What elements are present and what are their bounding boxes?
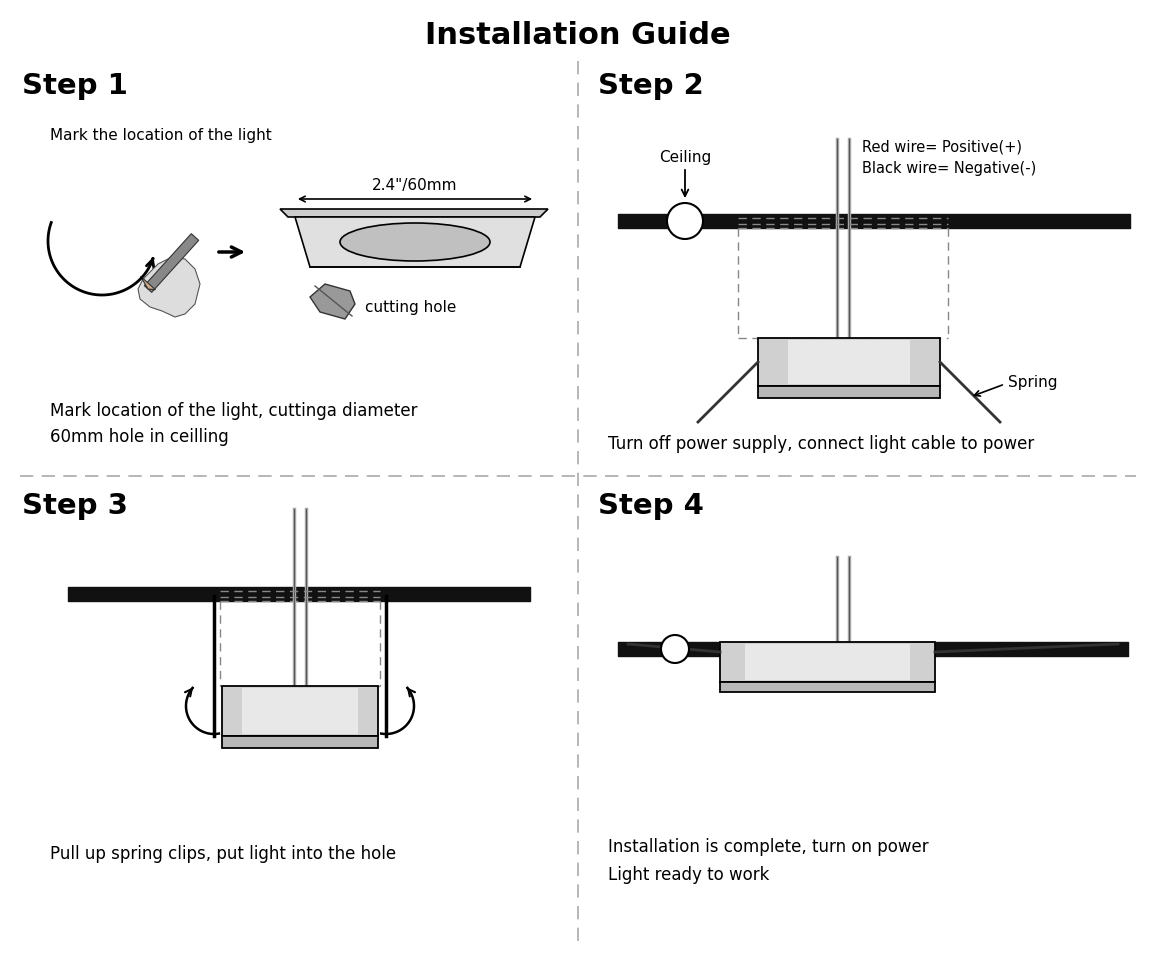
Polygon shape <box>138 257 200 317</box>
Polygon shape <box>310 285 355 319</box>
Text: 2.4"/60mm: 2.4"/60mm <box>372 178 458 193</box>
Polygon shape <box>222 737 378 748</box>
Polygon shape <box>720 682 935 692</box>
Text: Installation Guide: Installation Guide <box>425 22 731 51</box>
Text: Turn off power supply, connect light cable to power: Turn off power supply, connect light cab… <box>608 435 1035 453</box>
Polygon shape <box>141 277 155 291</box>
Text: Spring: Spring <box>1008 375 1058 390</box>
Text: Step 2: Step 2 <box>598 71 704 100</box>
Ellipse shape <box>340 224 490 262</box>
Text: Installation is complete, turn on power
Light ready to work: Installation is complete, turn on power … <box>608 837 928 882</box>
Polygon shape <box>222 686 378 737</box>
Polygon shape <box>720 642 935 682</box>
Polygon shape <box>758 338 940 387</box>
Polygon shape <box>788 340 910 385</box>
Text: Mark location of the light, cuttinga diameter
60mm hole in ceilling: Mark location of the light, cuttinga dia… <box>50 401 417 446</box>
Text: Step 1: Step 1 <box>22 71 128 100</box>
Polygon shape <box>144 234 199 293</box>
Polygon shape <box>242 688 358 734</box>
Polygon shape <box>280 210 548 218</box>
Text: cutting hole: cutting hole <box>365 300 457 315</box>
Text: Ceiling: Ceiling <box>659 150 711 165</box>
Polygon shape <box>744 644 910 680</box>
Text: Mark the location of the light: Mark the location of the light <box>50 128 272 143</box>
Text: Red wire= Positive(+)
Black wire= Negative(-): Red wire= Positive(+) Black wire= Negati… <box>862 140 1036 175</box>
Text: Step 3: Step 3 <box>22 492 128 519</box>
Polygon shape <box>295 218 535 268</box>
Polygon shape <box>758 387 940 398</box>
Text: Step 4: Step 4 <box>598 492 704 519</box>
Circle shape <box>661 636 689 663</box>
Text: Pull up spring clips, put light into the hole: Pull up spring clips, put light into the… <box>50 844 397 862</box>
Circle shape <box>667 204 703 240</box>
